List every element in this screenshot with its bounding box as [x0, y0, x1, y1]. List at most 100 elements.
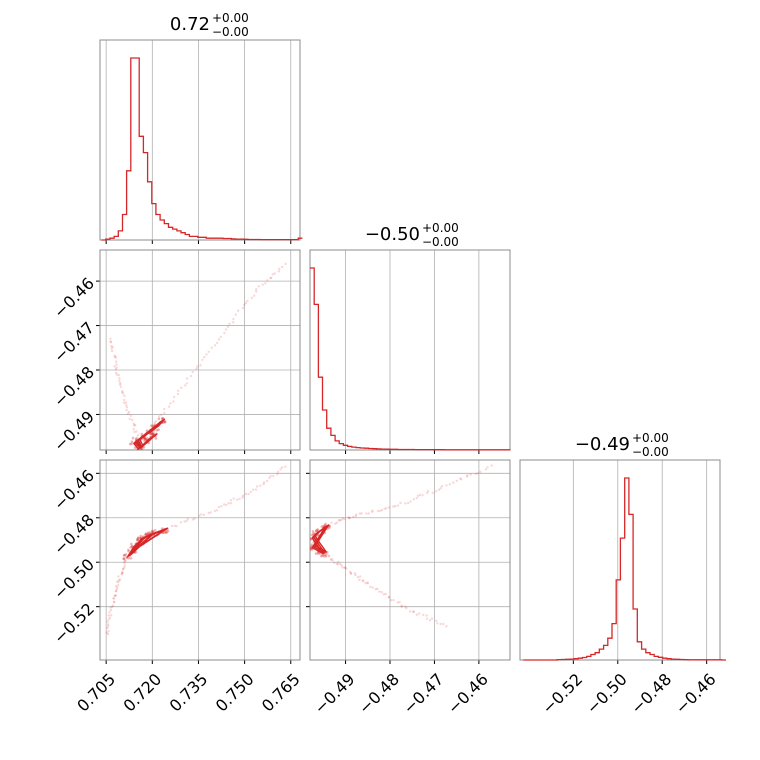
sample-point [229, 502, 233, 505]
sample-point [382, 593, 385, 596]
sample-point [400, 605, 403, 608]
sample-point [226, 325, 230, 328]
sample-point [107, 629, 110, 633]
sample-point [115, 366, 118, 369]
sample-point [225, 503, 228, 507]
title-value: −0.50 [365, 224, 420, 245]
sample-point [130, 418, 134, 422]
sample-point [490, 464, 493, 467]
sample-point [241, 496, 244, 499]
sample-point [202, 513, 206, 517]
sample-point [426, 491, 429, 495]
sample-point [126, 412, 130, 415]
sample-point [136, 434, 140, 437]
sample-point [376, 509, 380, 513]
sample-point [310, 537, 313, 541]
sample-point [358, 578, 361, 582]
sample-point [139, 534, 142, 538]
x-tick-label: 0.765 [258, 670, 304, 716]
sample-point [255, 288, 258, 291]
sample-point [163, 407, 166, 411]
sample-point [310, 548, 312, 551]
sample-point [253, 294, 256, 297]
sample-point [116, 580, 119, 583]
sample-point [448, 483, 451, 486]
sample-point [130, 542, 133, 546]
sample-point [404, 605, 407, 608]
sample-point [121, 571, 124, 575]
sample-point [324, 553, 327, 556]
sample-point [151, 432, 154, 436]
sample-point [224, 328, 228, 331]
sample-point [131, 436, 135, 440]
panel-title-2: −0.50 +0.00−0.00 [365, 221, 459, 249]
sample-point [392, 505, 395, 508]
sample-point [321, 554, 324, 557]
sample-point [234, 313, 237, 316]
y-tick-label: −0.47 [50, 318, 98, 366]
sample-point [129, 414, 132, 417]
sample-point [124, 401, 128, 404]
sample-point [120, 391, 124, 394]
sample-point [439, 487, 442, 490]
sample-point [122, 401, 126, 404]
sample-point [109, 606, 112, 609]
sample-point [316, 528, 319, 531]
sample-point [110, 349, 114, 353]
sample-point [119, 383, 122, 386]
sample-point [108, 611, 111, 614]
sample-point [412, 610, 416, 614]
sample-point [228, 322, 231, 325]
sample-point [374, 587, 377, 591]
sample-point [130, 442, 133, 446]
sample-point [404, 502, 407, 505]
sample-point [343, 566, 346, 570]
panel-frame [309, 459, 511, 661]
sample-point [349, 572, 353, 575]
sample-point [440, 485, 444, 488]
sample-point [132, 428, 135, 431]
sample-point [112, 601, 116, 604]
panel-frame [99, 249, 301, 451]
sample-point [336, 563, 340, 566]
sample-point [113, 354, 116, 357]
sample-point [143, 437, 147, 441]
sample-point [425, 614, 428, 617]
sample-point [262, 481, 266, 484]
sample-point [347, 516, 351, 520]
sample-point [365, 512, 368, 515]
sample-point [116, 586, 119, 589]
sample-point [151, 529, 154, 533]
sample-point [184, 384, 187, 387]
sample-point [175, 525, 178, 528]
sample-point [123, 566, 126, 569]
sample-point [136, 537, 140, 540]
sample-point [198, 514, 201, 517]
sample-point [127, 548, 130, 552]
sample-point [121, 570, 124, 574]
sample-point [392, 598, 395, 602]
x-tick-label: −0.48 [627, 670, 675, 718]
sample-point [144, 533, 147, 537]
sample-point [338, 519, 341, 522]
sample-point [143, 437, 147, 441]
sample-point [215, 509, 219, 512]
histogram-1-steps [101, 57, 303, 241]
sample-point [107, 623, 110, 626]
sample-point [425, 617, 429, 620]
sample-point [139, 450, 142, 453]
sample-point [244, 492, 248, 496]
sample-point [164, 530, 168, 534]
x-tick-label: −0.47 [399, 670, 447, 718]
y-tick-label: −0.46 [50, 466, 98, 514]
sample-point [227, 502, 230, 505]
sample-point [144, 438, 148, 441]
sample-point [140, 448, 143, 450]
sample-point [133, 430, 136, 434]
title-plus-error: +0.00 [422, 221, 459, 235]
sample-point [416, 494, 420, 498]
sample-point [127, 410, 131, 414]
sample-point [120, 573, 123, 576]
sample-point [284, 465, 287, 468]
